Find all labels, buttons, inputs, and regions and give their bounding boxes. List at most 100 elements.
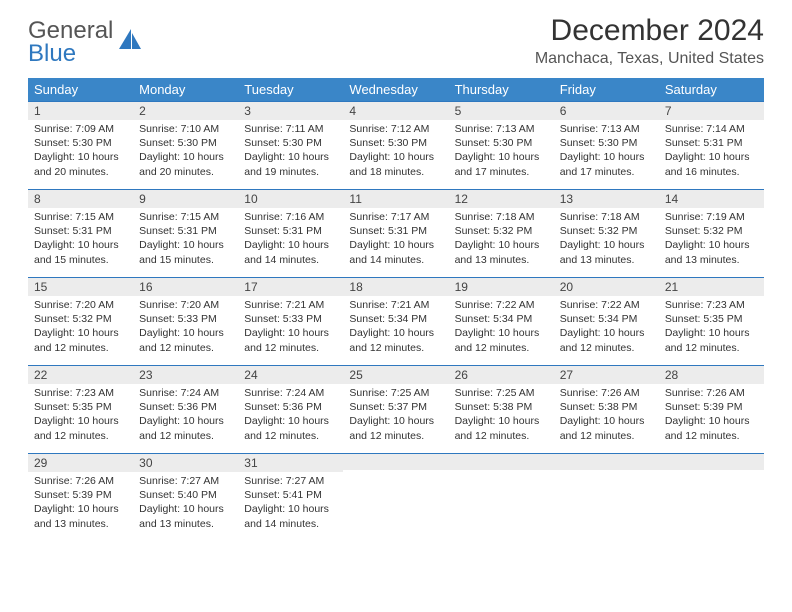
day-body: Sunrise: 7:15 AMSunset: 5:31 PMDaylight:… xyxy=(28,208,133,271)
day-body: Sunrise: 7:18 AMSunset: 5:32 PMDaylight:… xyxy=(554,208,659,271)
day-number xyxy=(449,453,554,470)
day-number: 17 xyxy=(238,277,343,296)
calendar-day-cell: 23Sunrise: 7:24 AMSunset: 5:36 PMDayligh… xyxy=(133,365,238,453)
day-body xyxy=(554,470,659,530)
logo: General Blue xyxy=(28,20,143,66)
calendar-week-row: 22Sunrise: 7:23 AMSunset: 5:35 PMDayligh… xyxy=(28,365,764,453)
calendar-week-row: 15Sunrise: 7:20 AMSunset: 5:32 PMDayligh… xyxy=(28,277,764,365)
sunset-text: Sunset: 5:37 PM xyxy=(349,400,442,414)
daylight-text: Daylight: 10 hours xyxy=(455,326,548,340)
sunrise-text: Sunrise: 7:21 AM xyxy=(244,298,337,312)
day-body xyxy=(449,470,554,530)
daylight-text: and 13 minutes. xyxy=(665,253,758,267)
daylight-text: Daylight: 10 hours xyxy=(560,326,653,340)
calendar-day-cell: 4Sunrise: 7:12 AMSunset: 5:30 PMDaylight… xyxy=(343,101,448,189)
day-body: Sunrise: 7:26 AMSunset: 5:38 PMDaylight:… xyxy=(554,384,659,447)
day-number: 14 xyxy=(659,189,764,208)
weekday-header: Saturday xyxy=(659,78,764,101)
day-number: 27 xyxy=(554,365,659,384)
day-body: Sunrise: 7:19 AMSunset: 5:32 PMDaylight:… xyxy=(659,208,764,271)
sunset-text: Sunset: 5:31 PM xyxy=(349,224,442,238)
day-number: 21 xyxy=(659,277,764,296)
sunset-text: Sunset: 5:36 PM xyxy=(244,400,337,414)
day-body: Sunrise: 7:27 AMSunset: 5:40 PMDaylight:… xyxy=(133,472,238,535)
daylight-text: Daylight: 10 hours xyxy=(455,238,548,252)
daylight-text: and 20 minutes. xyxy=(34,165,127,179)
day-number: 29 xyxy=(28,453,133,472)
daylight-text: Daylight: 10 hours xyxy=(139,502,232,516)
calendar-day-cell: 31Sunrise: 7:27 AMSunset: 5:41 PMDayligh… xyxy=(238,453,343,541)
sunrise-text: Sunrise: 7:12 AM xyxy=(349,122,442,136)
sunrise-text: Sunrise: 7:24 AM xyxy=(139,386,232,400)
daylight-text: and 12 minutes. xyxy=(139,341,232,355)
calendar-day-cell: 24Sunrise: 7:24 AMSunset: 5:36 PMDayligh… xyxy=(238,365,343,453)
day-body: Sunrise: 7:11 AMSunset: 5:30 PMDaylight:… xyxy=(238,120,343,183)
day-body: Sunrise: 7:22 AMSunset: 5:34 PMDaylight:… xyxy=(554,296,659,359)
calendar-day-cell: 11Sunrise: 7:17 AMSunset: 5:31 PMDayligh… xyxy=(343,189,448,277)
daylight-text: Daylight: 10 hours xyxy=(139,326,232,340)
sunrise-text: Sunrise: 7:14 AM xyxy=(665,122,758,136)
sunrise-text: Sunrise: 7:15 AM xyxy=(34,210,127,224)
sunset-text: Sunset: 5:38 PM xyxy=(455,400,548,414)
day-body: Sunrise: 7:12 AMSunset: 5:30 PMDaylight:… xyxy=(343,120,448,183)
sunset-text: Sunset: 5:30 PM xyxy=(455,136,548,150)
daylight-text: Daylight: 10 hours xyxy=(244,326,337,340)
sunset-text: Sunset: 5:30 PM xyxy=(560,136,653,150)
sunset-text: Sunset: 5:34 PM xyxy=(455,312,548,326)
day-body: Sunrise: 7:23 AMSunset: 5:35 PMDaylight:… xyxy=(659,296,764,359)
calendar-day-cell: 14Sunrise: 7:19 AMSunset: 5:32 PMDayligh… xyxy=(659,189,764,277)
sunset-text: Sunset: 5:30 PM xyxy=(139,136,232,150)
sunrise-text: Sunrise: 7:24 AM xyxy=(244,386,337,400)
sunrise-text: Sunrise: 7:21 AM xyxy=(349,298,442,312)
calendar-table: Sunday Monday Tuesday Wednesday Thursday… xyxy=(28,78,764,541)
daylight-text: and 12 minutes. xyxy=(349,429,442,443)
day-number: 25 xyxy=(343,365,448,384)
daylight-text: Daylight: 10 hours xyxy=(349,238,442,252)
day-number: 19 xyxy=(449,277,554,296)
daylight-text: Daylight: 10 hours xyxy=(665,238,758,252)
calendar-day-cell: 3Sunrise: 7:11 AMSunset: 5:30 PMDaylight… xyxy=(238,101,343,189)
calendar-day-cell: 6Sunrise: 7:13 AMSunset: 5:30 PMDaylight… xyxy=(554,101,659,189)
day-body: Sunrise: 7:26 AMSunset: 5:39 PMDaylight:… xyxy=(659,384,764,447)
sunrise-text: Sunrise: 7:26 AM xyxy=(665,386,758,400)
day-body: Sunrise: 7:25 AMSunset: 5:38 PMDaylight:… xyxy=(449,384,554,447)
calendar-day-cell: 7Sunrise: 7:14 AMSunset: 5:31 PMDaylight… xyxy=(659,101,764,189)
daylight-text: Daylight: 10 hours xyxy=(34,150,127,164)
daylight-text: Daylight: 10 hours xyxy=(665,414,758,428)
sunrise-text: Sunrise: 7:27 AM xyxy=(244,474,337,488)
sunset-text: Sunset: 5:35 PM xyxy=(665,312,758,326)
sunset-text: Sunset: 5:39 PM xyxy=(34,488,127,502)
daylight-text: and 13 minutes. xyxy=(560,253,653,267)
weekday-header: Thursday xyxy=(449,78,554,101)
daylight-text: Daylight: 10 hours xyxy=(665,150,758,164)
sunset-text: Sunset: 5:32 PM xyxy=(34,312,127,326)
sunrise-text: Sunrise: 7:19 AM xyxy=(665,210,758,224)
day-body: Sunrise: 7:21 AMSunset: 5:33 PMDaylight:… xyxy=(238,296,343,359)
day-number: 1 xyxy=(28,101,133,120)
sunrise-text: Sunrise: 7:10 AM xyxy=(139,122,232,136)
calendar-week-row: 29Sunrise: 7:26 AMSunset: 5:39 PMDayligh… xyxy=(28,453,764,541)
daylight-text: and 13 minutes. xyxy=(34,517,127,531)
daylight-text: and 20 minutes. xyxy=(139,165,232,179)
calendar-week-row: 8Sunrise: 7:15 AMSunset: 5:31 PMDaylight… xyxy=(28,189,764,277)
weekday-header: Monday xyxy=(133,78,238,101)
day-number xyxy=(554,453,659,470)
sunset-text: Sunset: 5:40 PM xyxy=(139,488,232,502)
daylight-text: Daylight: 10 hours xyxy=(139,150,232,164)
daylight-text: Daylight: 10 hours xyxy=(34,238,127,252)
daylight-text: and 12 minutes. xyxy=(244,341,337,355)
day-body: Sunrise: 7:24 AMSunset: 5:36 PMDaylight:… xyxy=(238,384,343,447)
calendar-day-cell: 22Sunrise: 7:23 AMSunset: 5:35 PMDayligh… xyxy=(28,365,133,453)
calendar-day-cell: 21Sunrise: 7:23 AMSunset: 5:35 PMDayligh… xyxy=(659,277,764,365)
sunrise-text: Sunrise: 7:13 AM xyxy=(455,122,548,136)
sunrise-text: Sunrise: 7:13 AM xyxy=(560,122,653,136)
day-number: 15 xyxy=(28,277,133,296)
sunset-text: Sunset: 5:31 PM xyxy=(665,136,758,150)
daylight-text: and 12 minutes. xyxy=(34,429,127,443)
day-number: 6 xyxy=(554,101,659,120)
sunrise-text: Sunrise: 7:23 AM xyxy=(665,298,758,312)
month-title: December 2024 xyxy=(535,14,764,48)
calendar-day-cell: 12Sunrise: 7:18 AMSunset: 5:32 PMDayligh… xyxy=(449,189,554,277)
daylight-text: and 14 minutes. xyxy=(244,517,337,531)
sunset-text: Sunset: 5:31 PM xyxy=(139,224,232,238)
